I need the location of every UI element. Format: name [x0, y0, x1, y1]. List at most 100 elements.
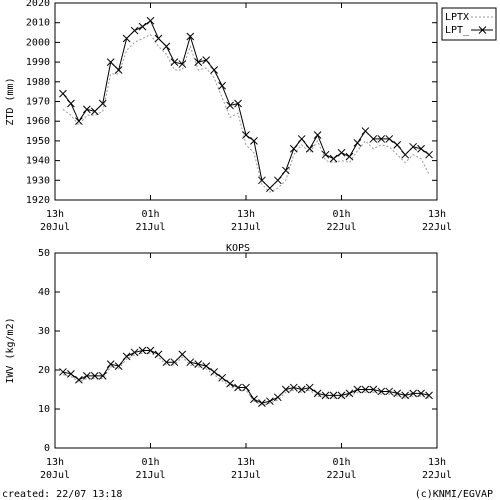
- data-point: [273, 176, 282, 185]
- plot-frame: [54, 2, 438, 201]
- data-point: [59, 89, 67, 98]
- y-tick-label: 1940: [26, 156, 50, 167]
- data-point: [202, 362, 211, 370]
- data-point: [75, 117, 83, 126]
- data-point: [90, 107, 99, 116]
- x-tick-date: 22Jul: [326, 222, 356, 233]
- data-point: [329, 154, 338, 163]
- data-point: [313, 389, 322, 398]
- data-point: [130, 348, 139, 357]
- data-point: [242, 383, 250, 392]
- data-point: [353, 385, 362, 394]
- data-point: [170, 58, 179, 66]
- x-tick-label: 13h: [46, 209, 64, 220]
- data-point: [417, 389, 425, 398]
- data-point: [162, 358, 171, 367]
- data-point: [218, 373, 226, 382]
- y-tick-label: 1990: [26, 57, 50, 68]
- y-tick-label: 0: [44, 443, 50, 454]
- legend-label: LPT_: [445, 25, 470, 36]
- data-point: [297, 135, 306, 143]
- data-point: [321, 391, 330, 400]
- data-point: [409, 389, 417, 398]
- data-point: [305, 383, 314, 392]
- x-tick-label: 01h: [332, 457, 350, 468]
- data-point: [194, 58, 203, 66]
- data-point: [67, 99, 75, 108]
- data-point: [194, 360, 203, 369]
- data-point: [90, 371, 99, 380]
- x-tick-label: 01h: [141, 457, 159, 468]
- data-point: [289, 383, 298, 392]
- data-point: [178, 350, 187, 359]
- x-tick-date: 21Jul: [135, 470, 165, 481]
- y-axis-label: IWV (kg/m2): [5, 317, 16, 383]
- data-point: [138, 22, 147, 31]
- data-point: [210, 66, 219, 74]
- x-tick-label: 13h: [428, 457, 446, 468]
- data-point: [266, 184, 274, 193]
- data-point: [98, 371, 107, 380]
- data-point: [369, 385, 378, 394]
- data-point: [210, 368, 219, 376]
- data-point: [250, 137, 258, 145]
- data-point: [289, 144, 298, 153]
- x-tick-label: 01h: [141, 209, 159, 220]
- x-tick-label: 13h: [237, 457, 255, 468]
- data-point: [385, 135, 394, 143]
- data-point: [218, 81, 226, 90]
- data-point: [75, 375, 83, 384]
- data-point: [297, 385, 306, 394]
- data-point: [178, 60, 187, 68]
- data-point: [361, 385, 370, 394]
- data-point: [425, 391, 433, 400]
- x-tick-date: 21Jul: [231, 470, 261, 481]
- legend-label: LPTX: [445, 12, 469, 23]
- legend-marker: [478, 26, 487, 34]
- data-point: [122, 34, 131, 43]
- x-tick-label: 13h: [428, 209, 446, 220]
- data-point: [82, 105, 91, 114]
- data-point: [106, 360, 115, 369]
- data-point: [305, 144, 314, 153]
- x-tick-date: 21Jul: [231, 222, 261, 233]
- legend-box: [441, 7, 497, 41]
- data-point: [321, 150, 330, 159]
- data-point: [281, 166, 290, 175]
- plot-frame: [54, 252, 438, 449]
- y-tick-label: 10: [38, 404, 50, 415]
- data-point: [59, 368, 67, 376]
- x-tick-date: 22Jul: [422, 222, 452, 233]
- data-point: [377, 135, 386, 143]
- data-point: [226, 379, 234, 388]
- data-point: [337, 148, 346, 157]
- y-tick-label: 1980: [26, 77, 50, 88]
- data-point: [146, 16, 155, 25]
- x-tick-date: 20Jul: [40, 222, 70, 233]
- data-point: [425, 150, 433, 159]
- data-point: [353, 139, 362, 147]
- series-line: [62, 350, 430, 404]
- data-point: [281, 385, 290, 394]
- data-point: [266, 397, 274, 406]
- chart-title: KOPS: [226, 243, 250, 254]
- data-point: [154, 34, 163, 43]
- x-tick-date: 20Jul: [40, 470, 70, 481]
- data-point: [98, 99, 107, 108]
- y-axis-label: ZTD (mm): [5, 77, 16, 125]
- data-point: [393, 140, 402, 149]
- data-point: [385, 387, 394, 396]
- credit-note: (c)KNMI/EGVAP: [415, 489, 493, 500]
- x-tick-date: 22Jul: [422, 470, 452, 481]
- data-point: [146, 346, 155, 355]
- data-point: [130, 26, 139, 35]
- data-point: [401, 391, 410, 400]
- data-point: [186, 358, 195, 367]
- data-point: [345, 152, 354, 161]
- data-point: [234, 383, 242, 392]
- x-tick-label: 13h: [46, 457, 64, 468]
- x-tick-label: 13h: [237, 209, 255, 220]
- y-tick-label: 2000: [26, 37, 50, 48]
- data-point: [258, 176, 266, 185]
